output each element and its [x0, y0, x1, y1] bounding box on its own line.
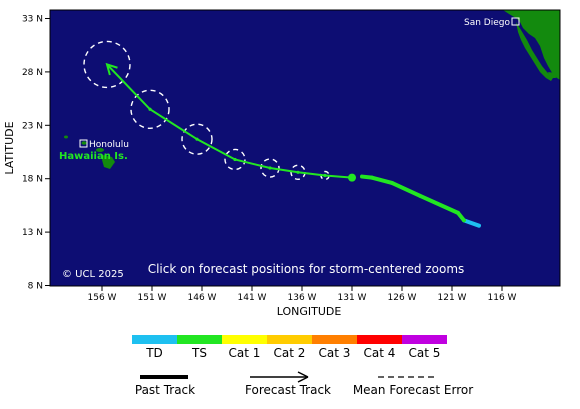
past-track-segment: [418, 193, 460, 215]
legend-label-cat-5: Cat 5: [409, 346, 441, 360]
past-track-segment: [390, 180, 422, 198]
forecast-position-point[interactable]: [233, 157, 237, 162]
y-tick-label: 13 N: [22, 228, 43, 238]
island-land: [548, 72, 556, 78]
x-tick-label: 136 W: [288, 293, 317, 303]
copyright-text: © UCL 2025: [62, 269, 124, 280]
y-axis: 33 N 28 N 23 N 18 N 13 N 8 N: [22, 15, 50, 292]
island-kauai: [64, 135, 68, 139]
forecast-position-point[interactable]: [296, 170, 300, 174]
hawaiian-islands: [64, 135, 115, 169]
ocean-background: [50, 10, 560, 286]
y-tick-label: 33 N: [22, 15, 43, 25]
mainland-land: [503, 10, 560, 80]
forecast-track-line: [106, 63, 353, 179]
map-panel: San Diego Honolulu Hawaiian Is. © UCL 20…: [49, 9, 561, 287]
legend-label-cat-3: Cat 3: [319, 346, 351, 360]
forecast-error-circle[interactable]: [83, 40, 131, 89]
forecast-error-circle[interactable]: [224, 148, 246, 171]
current-position-marker[interactable]: [348, 173, 356, 182]
x-tick-label: 126 W: [388, 293, 417, 303]
legend-swatch-cat-4: [357, 335, 402, 344]
city-marker-icon: [79, 139, 88, 148]
forecast-position-point[interactable]: [268, 166, 272, 170]
x-tick-label: 151 W: [138, 293, 167, 303]
x-tick-label: 156 W: [88, 293, 117, 303]
city-san-diego: San Diego: [464, 17, 520, 28]
city-label-honolulu: Honolulu: [89, 140, 129, 150]
forecast-error-circle[interactable]: [130, 89, 170, 129]
arrowhead-icon: [297, 371, 309, 383]
legend-label-cat-2: Cat 2: [274, 346, 306, 360]
island-hawaii: [102, 155, 115, 169]
line-style-legend: Past Track Forecast Track Mean Forecast …: [135, 371, 473, 397]
mean-forecast-error-label: Mean Forecast Error: [353, 383, 473, 397]
legend-swatch-cat-5: [402, 335, 447, 344]
y-tick-label: 18 N: [22, 175, 43, 185]
forecast-position-point[interactable]: [195, 137, 199, 141]
forecast-error-circle[interactable]: [181, 123, 213, 155]
storm-zoom-instruction: Click on forecast positions for storm-ce…: [148, 262, 465, 276]
map-frame: [49, 9, 561, 287]
category-legend: TD TS Cat 1 Cat 2 Cat 3 Cat 4 Cat 5: [132, 335, 447, 360]
island-maui: [96, 148, 104, 152]
mean-forecast-error-circles: [83, 40, 330, 181]
x-tick-label: 116 W: [488, 293, 517, 303]
past-track: [360, 174, 481, 228]
legend-swatch-cat-1: [222, 335, 267, 344]
city-marker-icon: [511, 17, 520, 26]
island-oahu: [81, 141, 87, 145]
x-tick-label: 131 W: [338, 293, 367, 303]
x-tick-label: 141 W: [238, 293, 267, 303]
legend-label-td: TD: [145, 346, 163, 360]
legend-swatch-cat-3: [312, 335, 357, 344]
y-axis-title: LATITUDE: [3, 121, 16, 174]
y-tick-label: 28 N: [22, 68, 43, 78]
past-track-segment: [370, 175, 394, 185]
current-position: [348, 173, 356, 182]
legend-swatch-cat-2: [267, 335, 312, 344]
past-track-segment: [462, 218, 481, 228]
forecast-position-point[interactable]: [323, 173, 327, 178]
forecast-error-circle[interactable]: [260, 158, 280, 178]
legend-label-cat-4: Cat 4: [364, 346, 396, 360]
x-tick-label: 146 W: [188, 293, 217, 303]
x-axis: 156 W 151 W 146 W 141 W 136 W 131 W 126 W 121 W…: [88, 286, 517, 303]
region-label-hawaiian-islands: Hawaiian Is.: [59, 151, 128, 162]
legend-swatch-td: [132, 335, 177, 344]
legend-swatch-ts: [177, 335, 222, 344]
forecast-track-label: Forecast Track: [245, 383, 331, 397]
city-label-san-diego: San Diego: [464, 18, 510, 28]
forecast-position-point[interactable]: [148, 107, 152, 111]
legend-label-cat-1: Cat 1: [229, 346, 261, 360]
past-track-segment: [360, 174, 374, 180]
y-tick-label: 8 N: [28, 282, 43, 292]
legend-label-ts: TS: [191, 346, 207, 360]
city-honolulu: Honolulu: [79, 139, 129, 150]
forecast-arrowhead-icon: [105, 62, 118, 76]
forecast-track: [105, 62, 353, 179]
x-tick-label: 121 W: [438, 293, 467, 303]
past-track-label: Past Track: [135, 383, 195, 397]
x-axis-title: LONGITUDE: [277, 305, 342, 318]
y-tick-label: 23 N: [22, 121, 43, 131]
